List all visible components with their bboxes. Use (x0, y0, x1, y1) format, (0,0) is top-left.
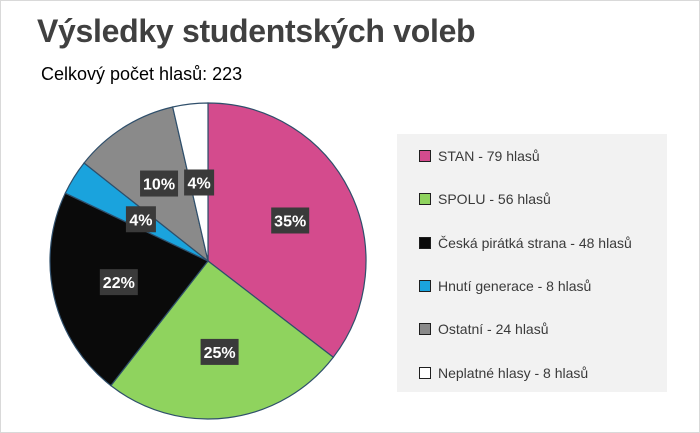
legend-swatch (419, 193, 431, 206)
data-label-1: 25% (200, 338, 239, 365)
legend-swatch (419, 279, 431, 292)
data-label-text: 4% (188, 176, 211, 193)
data-label-text: 22% (103, 275, 135, 292)
data-label-box (125, 206, 156, 233)
chart-subtitle: Celkový počet hlasů: 223 (41, 64, 243, 84)
legend-item: Neplatné hlasy - 8 hlasů (419, 363, 588, 383)
data-label-box (99, 269, 138, 296)
data-label-2: 22% (99, 269, 138, 296)
data-label-box (140, 170, 179, 197)
legend-item: Ostatní - 24 hlasů (419, 319, 549, 339)
chart-legend: STAN - 79 hlasů SPOLU - 56 hlasů Česká pir… (397, 134, 667, 392)
data-label-5: 4% (184, 169, 215, 196)
data-label-box (200, 338, 239, 365)
legend-swatch (419, 323, 431, 336)
data-label-box (184, 169, 215, 196)
chart-title: Výsledky studentských voleb (37, 13, 476, 49)
data-label-text: 10% (143, 177, 175, 194)
legend-label: Ostatní - 24 hlasů (438, 321, 549, 338)
legend-swatch (419, 150, 431, 162)
data-label-3: 4% (125, 206, 156, 233)
legend-item: SPOLU - 56 hlasů (419, 189, 551, 209)
data-label-4: 10% (140, 170, 179, 197)
data-label-0: 35% (271, 207, 310, 234)
legend-label: SPOLU - 56 hlasů (438, 191, 551, 208)
legend-label: Neplatné hlasy - 8 hlasů (438, 364, 589, 381)
legend-label: Hnutí generace - 8 hlasů (438, 277, 592, 294)
legend-swatch (419, 366, 431, 379)
legend-swatch (419, 236, 431, 249)
legend-item: Hnutí generace - 8 hlasů (419, 276, 591, 296)
legend-item: STAN - 79 hlasů (419, 146, 540, 166)
data-label-text: 35% (274, 213, 306, 230)
data-label-box (271, 207, 310, 234)
data-label-text: 25% (204, 345, 236, 362)
legend-label: Česká pirátká strana - 48 hlasů (438, 234, 632, 251)
legend-item: Česká pirátká strana - 48 hlasů (419, 233, 632, 253)
legend-label: STAN - 79 hlasů (438, 148, 540, 164)
data-label-text: 4% (129, 212, 152, 229)
